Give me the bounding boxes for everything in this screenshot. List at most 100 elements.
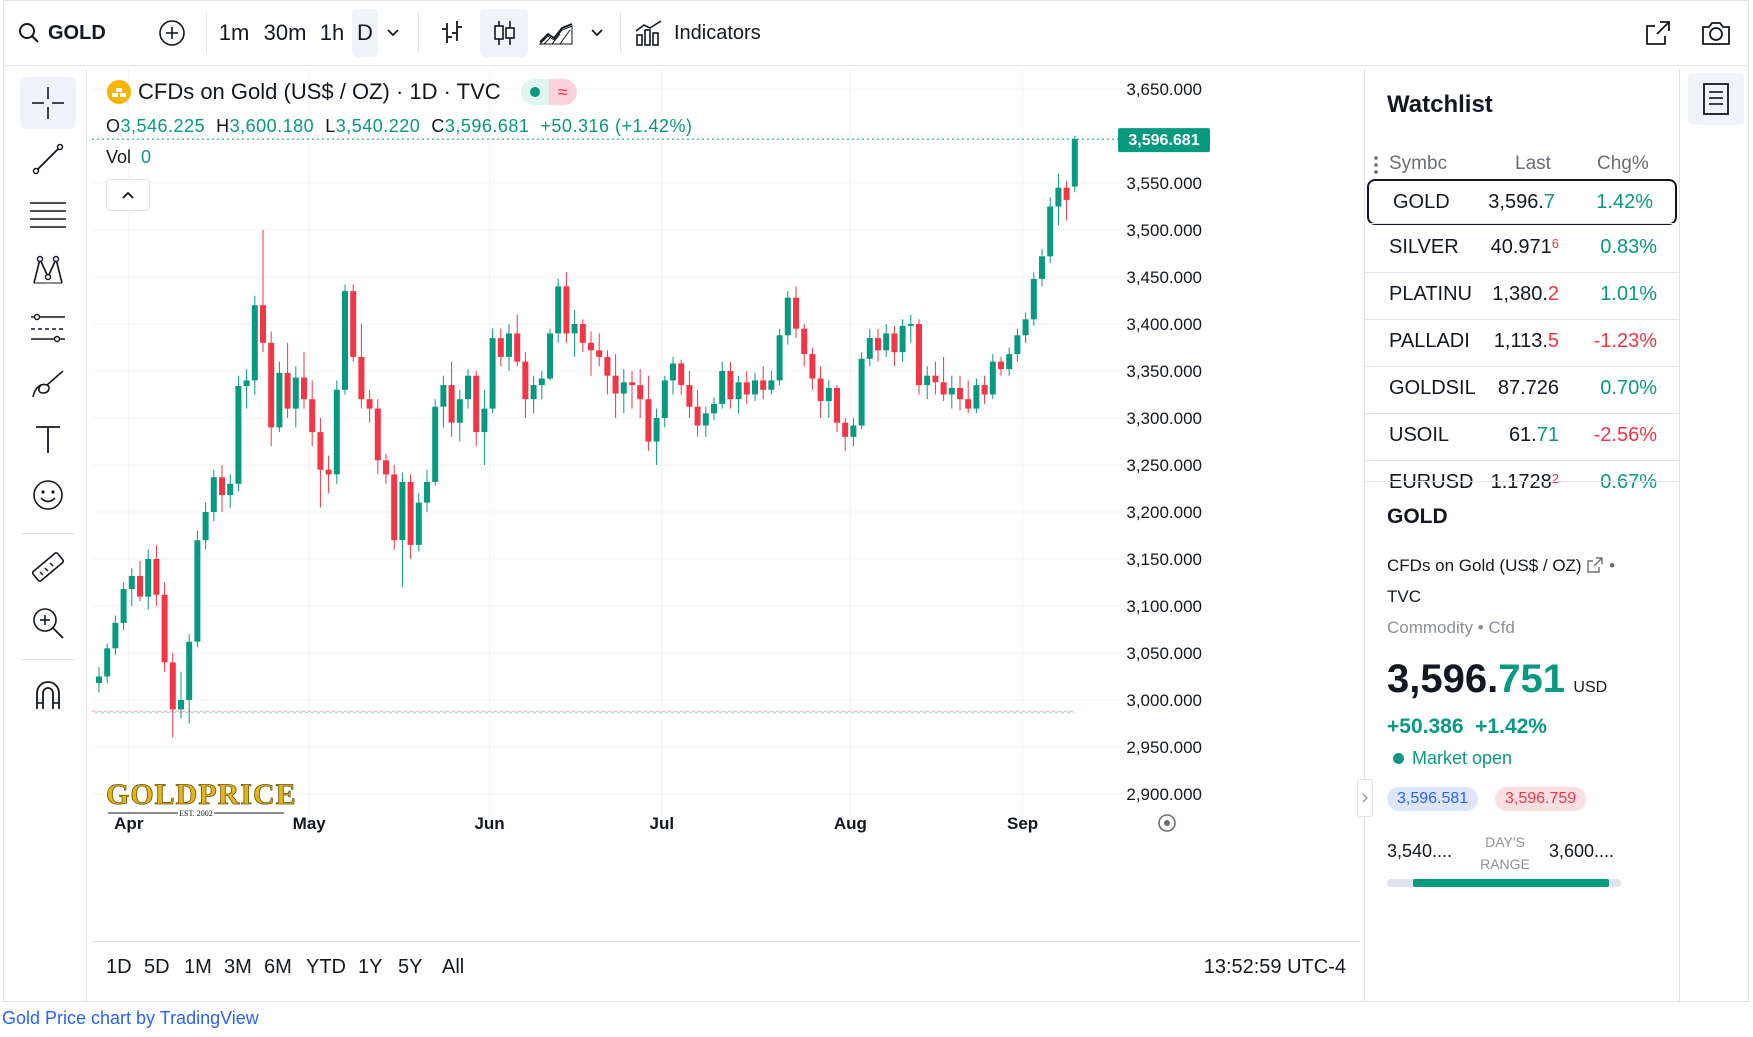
interval-d[interactable]: D: [352, 9, 378, 57]
details-symbol[interactable]: GOLD: [1387, 505, 1448, 528]
chart-pane[interactable]: GOLDPRICE EST. 2002 2,900.000 2,950.000 3,…: [92, 69, 1360, 1001]
candle-body: [366, 399, 373, 409]
range-3m[interactable]: 3M: [224, 956, 252, 978]
interval-dropdown[interactable]: [380, 1, 406, 65]
range-1m[interactable]: 1M: [184, 956, 212, 978]
column-last[interactable]: Last: [1515, 153, 1551, 174]
symbol-search[interactable]: GOLD: [18, 1, 128, 65]
candle: [424, 469, 430, 512]
details-name[interactable]: CFDs on Gold (US$ / OZ): [1387, 556, 1582, 575]
candle-body: [325, 469, 332, 475]
range-1d[interactable]: 1D: [106, 956, 132, 978]
bars-icon: [442, 21, 462, 43]
watchlist-row-gold[interactable]: GOLD 3,596.7 1.42%: [1367, 179, 1677, 225]
snapshot-button[interactable]: [1694, 1, 1738, 65]
candlestick-chart[interactable]: GOLDPRICE EST. 2002 2,900.000 2,950.000 3,…: [92, 69, 1360, 941]
watchlist-row-platinu[interactable]: PLATINU 1,380.2 1.01%: [1365, 273, 1679, 320]
row-divider: [1365, 366, 1679, 367]
candle-body: [391, 474, 398, 541]
external-link-icon[interactable]: [1586, 556, 1604, 574]
candle-body: [1039, 256, 1045, 279]
ask-badge[interactable]: 3,596.759: [1495, 787, 1587, 811]
column-symbol[interactable]: Symbc: [1389, 153, 1448, 174]
trend-line-tool[interactable]: [20, 133, 76, 185]
interval-30m[interactable]: 30m: [263, 20, 307, 45]
range-6m[interactable]: 6M: [264, 956, 292, 978]
watchlist-symbol: GOLDSIL: [1389, 377, 1475, 399]
candle-body: [850, 425, 857, 437]
watchlist-last: 3,596.7: [1488, 191, 1555, 214]
candle: [834, 385, 840, 433]
watchlist-title[interactable]: Watchlist: [1387, 91, 1493, 118]
interval-1m[interactable]: 1m: [218, 20, 250, 45]
range-5y[interactable]: 5Y: [398, 956, 423, 978]
range-5d[interactable]: 5D: [144, 956, 170, 978]
candle-body: [251, 305, 258, 381]
measure-tool[interactable]: [20, 541, 76, 593]
candle: [489, 328, 496, 414]
brush-tool[interactable]: [20, 357, 76, 409]
candle-body: [752, 380, 758, 395]
chart-legend-title[interactable]: CFDs on Gold (US$ / OZ) · 1D · TVC ≈: [106, 79, 577, 105]
settings-gear-icon[interactable]: [1158, 814, 1176, 832]
settings-gear-center: [1164, 820, 1170, 826]
column-change[interactable]: Chg%: [1597, 153, 1649, 174]
bid-badge[interactable]: 3,596.581: [1387, 787, 1479, 811]
watchlist-row-silver[interactable]: SILVER 40.9716 0.83%: [1365, 226, 1679, 273]
candle-body: [522, 361, 529, 400]
candle: [1039, 248, 1045, 287]
candle: [670, 356, 676, 395]
watchlist-row-usoil[interactable]: USOIL 61.71 -2.56%: [1365, 414, 1679, 461]
candle-body: [620, 382, 627, 394]
range-all[interactable]: All: [442, 956, 465, 978]
fib-retracement-tool[interactable]: [20, 189, 76, 241]
candle: [645, 375, 652, 451]
open-new-window-button[interactable]: [1636, 1, 1680, 65]
candle: [858, 352, 865, 430]
candle: [227, 474, 234, 509]
candle-body: [481, 408, 488, 433]
market-status-label: Market open: [1412, 748, 1513, 768]
emoji-tool[interactable]: [20, 469, 76, 521]
candles-style-button[interactable]: [480, 9, 528, 57]
open-value: 3,546.225: [120, 116, 206, 136]
timezone-clock[interactable]: 13:52:59 UTC-4: [1203, 956, 1346, 978]
range-ytd[interactable]: YTD: [306, 956, 346, 978]
candle: [383, 453, 389, 484]
zoom-in-tool[interactable]: [20, 597, 76, 649]
range-1y[interactable]: 1Y: [358, 956, 383, 978]
market-status[interactable]: Market open: [1393, 748, 1512, 769]
watchlist-row-palladi[interactable]: PALLADI 1,113.5 -1.23%: [1365, 320, 1679, 367]
area-style-button[interactable]: [536, 1, 576, 65]
candle-body: [784, 297, 791, 336]
candle-body: [1063, 187, 1070, 200]
indicators-button[interactable]: Indicators: [634, 1, 774, 65]
price-tick-label: 3,400.000: [1126, 315, 1202, 334]
tradingview-attribution-link[interactable]: Gold Price chart by TradingView: [2, 1008, 259, 1028]
candle: [260, 230, 266, 353]
chart-type-dropdown[interactable]: [584, 1, 610, 65]
drag-handle-icon[interactable]: [1373, 155, 1379, 175]
candle: [694, 389, 701, 437]
low-value: 3,540.220: [335, 116, 421, 136]
top-toolbar: GOLD 1m 30m 1h D Indicators: [4, 1, 1748, 66]
candle-body: [653, 418, 660, 442]
compare-button[interactable]: [152, 1, 192, 65]
candle: [194, 530, 201, 648]
market-status-pill[interactable]: ≈: [520, 79, 577, 105]
watchlist-row-eurusd[interactable]: EURUSD 1.17282 0.67%: [1365, 461, 1679, 507]
forecasting-tool[interactable]: [20, 301, 76, 353]
candle-body: [547, 333, 553, 379]
collapse-panel-button[interactable]: [1357, 779, 1373, 817]
magnet-tool[interactable]: [20, 669, 76, 721]
candle-body: [686, 385, 693, 407]
text-tool[interactable]: [20, 413, 76, 465]
pattern-tool[interactable]: [20, 245, 76, 297]
watchlist-row-goldsil[interactable]: GOLDSIL 87.726 0.70%: [1365, 367, 1679, 414]
watchlist-toggle-button[interactable]: [1688, 73, 1744, 125]
bars-style-button[interactable]: [430, 1, 474, 65]
crosshair-tool[interactable]: [20, 77, 76, 129]
candle-body: [530, 385, 537, 400]
collapse-legend-button[interactable]: [106, 179, 150, 211]
interval-1h[interactable]: 1h: [319, 20, 345, 45]
